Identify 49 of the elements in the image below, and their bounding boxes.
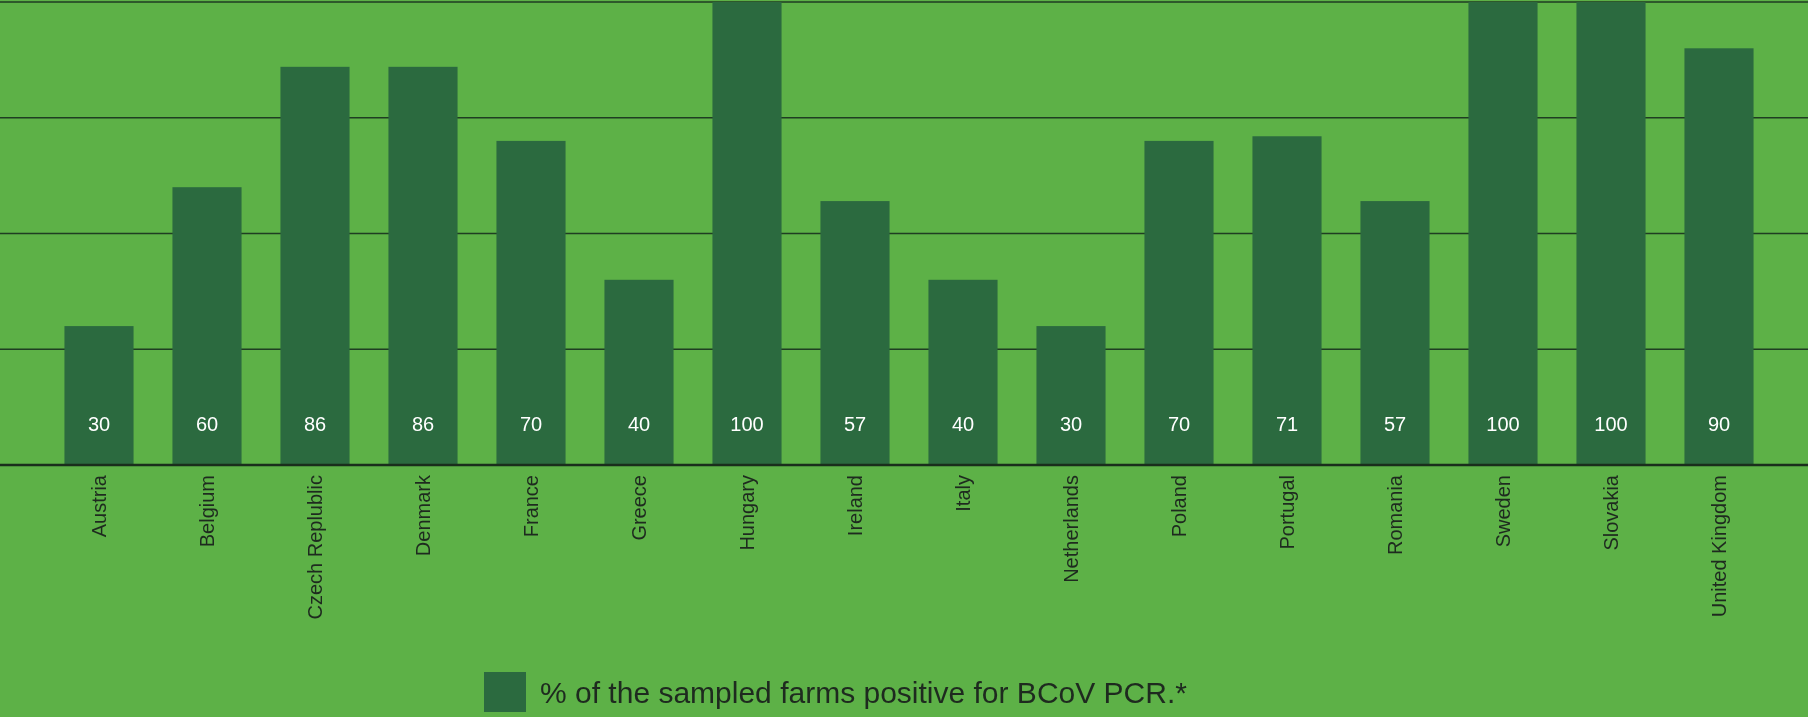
bar	[280, 66, 350, 465]
x-tick-label: Sweden	[1492, 475, 1514, 548]
bar	[64, 326, 134, 465]
x-tick-label: Italy	[952, 475, 974, 512]
x-tick-label: France	[520, 475, 542, 538]
x-tick-label: Romania	[1384, 474, 1406, 556]
bar	[928, 279, 998, 465]
bar	[1144, 140, 1214, 465]
data-label: 60	[195, 413, 219, 435]
data-label: 70	[1167, 413, 1191, 435]
x-tick-label: Belgium	[196, 475, 218, 548]
bar	[388, 66, 458, 465]
x-tick-label: United Kingdom	[1708, 475, 1730, 618]
x-tick-label: Portugal	[1276, 475, 1298, 550]
data-label: 40	[627, 413, 651, 435]
bar	[820, 201, 890, 465]
data-label: 86	[303, 413, 327, 435]
data-label: 100	[1486, 413, 1520, 435]
data-label: 30	[1059, 413, 1083, 435]
data-label: 100	[730, 413, 764, 435]
data-label: 86	[411, 413, 435, 435]
data-label: 40	[951, 413, 975, 435]
x-tick-label: Ireland	[844, 475, 866, 537]
data-label: 30	[87, 413, 111, 435]
bar	[1684, 48, 1754, 465]
data-label: 70	[519, 413, 543, 435]
bar	[172, 187, 242, 465]
bar	[1576, 2, 1646, 465]
bar	[712, 2, 782, 465]
bar	[604, 279, 674, 465]
x-tick-label: Greece	[628, 475, 650, 541]
data-label: 90	[1707, 413, 1731, 435]
x-tick-label: Slovakia	[1600, 474, 1622, 551]
bar	[1360, 201, 1430, 465]
bar	[1252, 136, 1322, 465]
x-tick-label: Austria	[88, 474, 110, 538]
legend-label: % of the sampled farms positive for BCoV PCR.*	[540, 676, 1188, 709]
data-label: 57	[1383, 413, 1407, 435]
x-tick-label: Netherlands	[1060, 475, 1082, 583]
x-tick-label: Czech Replublic	[304, 475, 326, 620]
x-tick-label: Denmark	[412, 474, 434, 557]
x-tick-label: Poland	[1168, 475, 1190, 538]
bar	[496, 140, 566, 465]
x-tick-label: Hungary	[736, 475, 758, 551]
bar	[1036, 326, 1106, 465]
data-label: 57	[843, 413, 867, 435]
data-label: 100	[1594, 413, 1628, 435]
data-label: 71	[1275, 413, 1299, 435]
bar	[1468, 2, 1538, 465]
